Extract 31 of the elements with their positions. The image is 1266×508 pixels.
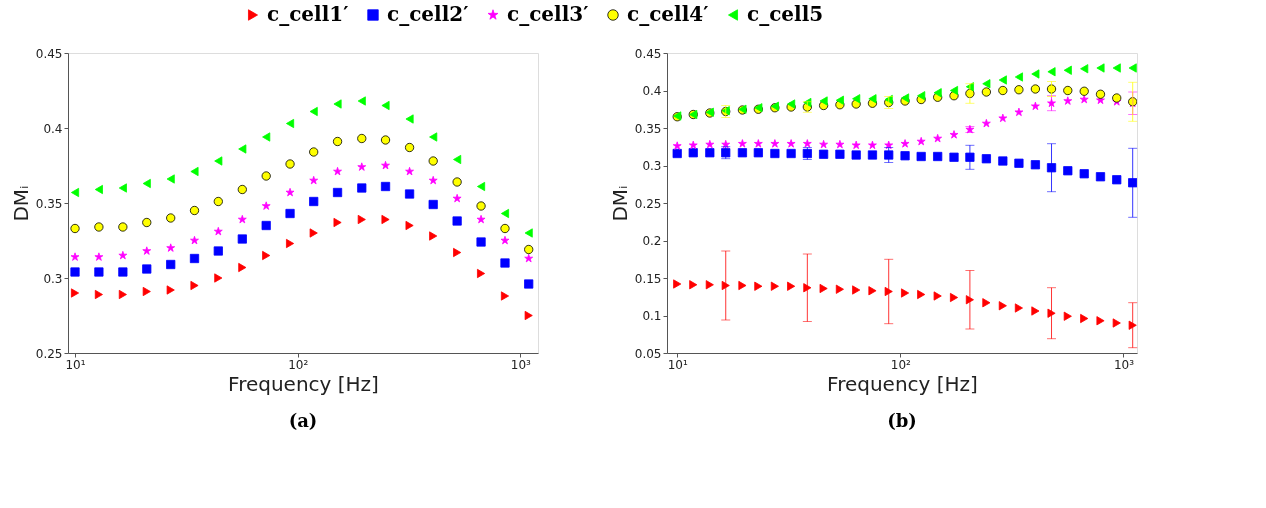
y-axis-title: DMᵢ <box>8 185 33 222</box>
x-tick-label: 10³ <box>510 357 532 372</box>
y-tick-label: 0.4 <box>642 84 662 98</box>
x-tick-label: 10² <box>890 357 912 372</box>
x-tick-label: 10³ <box>1113 357 1135 372</box>
y-tick-label: 0.25 <box>634 196 662 211</box>
y-tick-label: 0.45 <box>35 46 63 61</box>
x-tick-label: 10¹ <box>65 357 86 372</box>
x-axis-title: Frequency [Hz] <box>228 371 379 396</box>
legend-label: c_cell4′ <box>627 2 709 26</box>
legend-label: c_cell3′ <box>507 2 589 26</box>
y-tick-label: 0.4 <box>43 121 63 136</box>
x-tick-label: 10² <box>288 357 309 372</box>
y-tick-label: 0.45 <box>634 46 662 61</box>
text: (b) <box>887 410 917 431</box>
text: (a) <box>288 410 318 431</box>
y-tick-label: 0.35 <box>634 121 662 136</box>
legend-label: c_cell1′ <box>267 2 349 26</box>
x-axis-title: Frequency [Hz] <box>827 371 978 396</box>
legend-label: c_cell2′ <box>387 2 469 26</box>
y-tick-label: 0.3 <box>43 271 63 286</box>
x-tick-label: 10¹ <box>667 357 688 372</box>
y-axis-title: DMᵢ <box>607 185 632 222</box>
legend-label: c_cell5 <box>747 2 824 26</box>
y-tick-label: 0.2 <box>642 234 662 248</box>
y-tick-label: 0.1 <box>642 309 662 323</box>
y-tick-label: 0.05 <box>634 346 662 361</box>
y-tick-label: 0.25 <box>35 346 63 361</box>
y-tick-label: 0.35 <box>35 196 63 211</box>
y-tick-label: 0.15 <box>634 271 662 286</box>
y-tick-label: 0.3 <box>642 159 662 173</box>
